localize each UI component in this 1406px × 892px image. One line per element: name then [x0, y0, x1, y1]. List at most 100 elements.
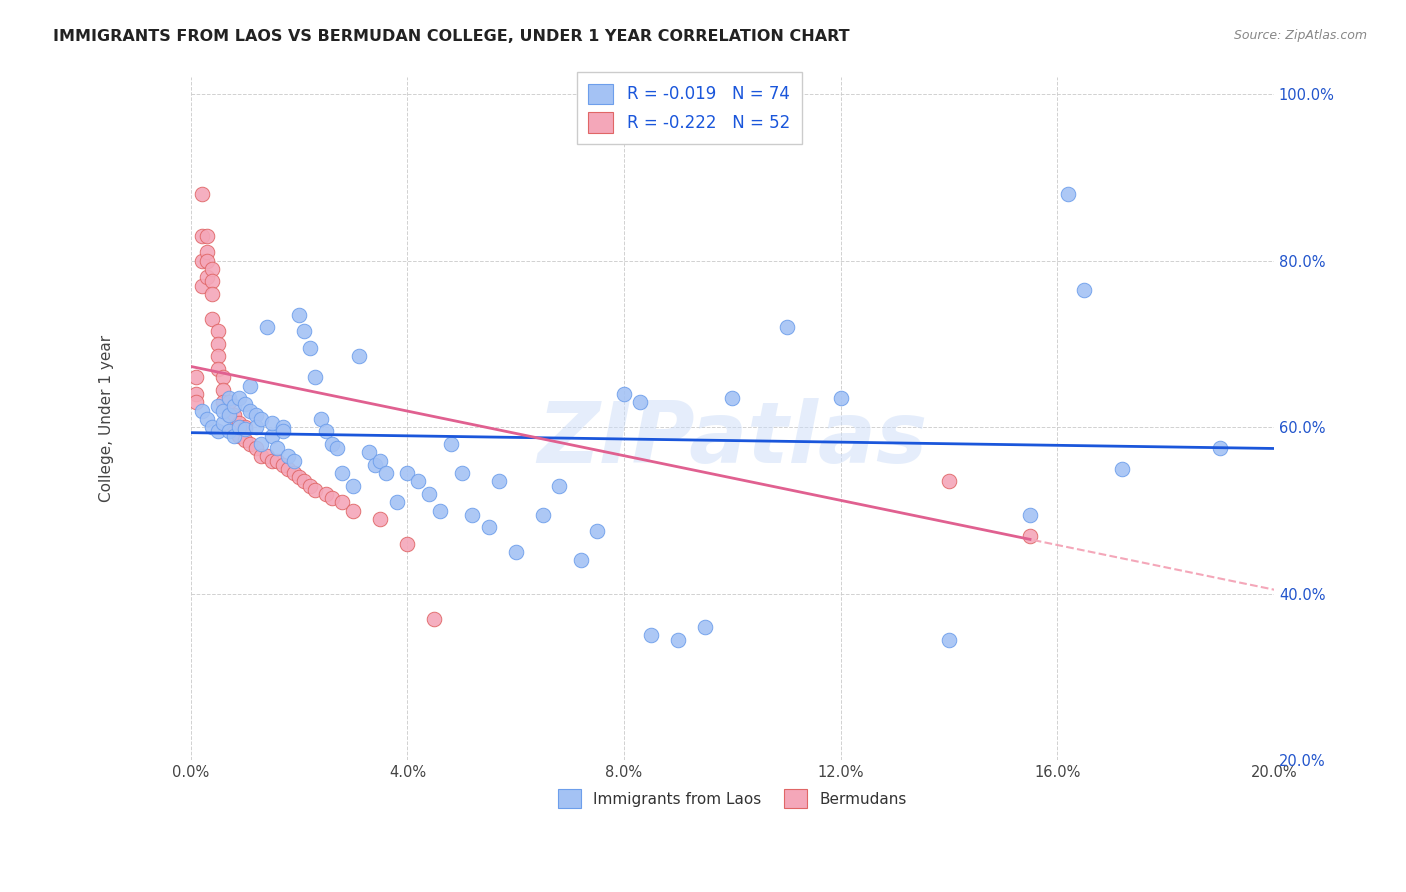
Point: [201, 262, 224, 277]
Point: [294, 325, 316, 339]
Point: [233, 397, 256, 411]
Point: [277, 462, 299, 476]
Text: Source: ZipAtlas.com: Source: ZipAtlas.com: [1233, 29, 1367, 42]
Point: [342, 478, 364, 492]
Point: [418, 487, 440, 501]
Point: [195, 253, 218, 268]
Point: [1111, 462, 1133, 476]
Point: [245, 420, 267, 434]
Point: [429, 503, 451, 517]
Point: [531, 508, 554, 522]
Point: [321, 491, 343, 505]
Point: [347, 350, 370, 364]
Point: [212, 416, 235, 430]
Point: [1019, 528, 1042, 542]
Point: [218, 395, 240, 409]
Point: [938, 475, 960, 489]
Point: [218, 425, 240, 439]
Point: [342, 503, 364, 517]
Point: [228, 420, 250, 434]
Point: [271, 425, 294, 439]
Point: [212, 403, 235, 417]
Point: [201, 287, 224, 301]
Point: [315, 487, 337, 501]
Point: [260, 428, 283, 442]
Point: [396, 537, 419, 551]
Point: [195, 412, 218, 426]
Point: [288, 308, 311, 322]
Point: [488, 475, 510, 489]
Point: [283, 466, 305, 480]
Point: [775, 320, 797, 334]
Point: [239, 437, 262, 451]
Point: [364, 458, 387, 472]
Point: [222, 408, 245, 422]
Point: [260, 453, 283, 467]
Point: [190, 228, 212, 243]
Point: [309, 412, 332, 426]
Point: [315, 425, 337, 439]
Point: [695, 620, 717, 634]
Point: [461, 508, 484, 522]
Point: [450, 466, 472, 480]
Point: [186, 395, 208, 409]
Point: [207, 325, 229, 339]
Point: [586, 524, 609, 539]
Point: [233, 433, 256, 447]
Point: [245, 441, 267, 455]
Point: [666, 632, 689, 647]
Point: [207, 350, 229, 364]
Point: [222, 428, 245, 442]
Point: [359, 445, 381, 459]
Point: [201, 275, 224, 289]
Point: [298, 341, 321, 355]
Point: [640, 628, 662, 642]
Point: [245, 408, 267, 422]
Y-axis label: College, Under 1 year: College, Under 1 year: [100, 335, 114, 502]
Point: [938, 632, 960, 647]
Point: [283, 453, 305, 467]
Point: [1019, 508, 1042, 522]
Point: [548, 478, 571, 492]
Point: [569, 553, 592, 567]
Point: [222, 400, 245, 414]
Point: [332, 495, 354, 509]
Point: [385, 495, 408, 509]
Point: [830, 391, 852, 405]
Point: [250, 412, 273, 426]
Point: [207, 400, 229, 414]
Point: [190, 253, 212, 268]
Point: [396, 466, 419, 480]
Point: [304, 370, 326, 384]
Point: [440, 437, 463, 451]
Point: [478, 520, 501, 534]
Point: [1073, 283, 1095, 297]
Point: [250, 437, 273, 451]
Point: [294, 475, 316, 489]
Point: [207, 337, 229, 351]
Point: [195, 245, 218, 260]
Point: [239, 378, 262, 392]
Point: [186, 387, 208, 401]
Point: [628, 395, 651, 409]
Point: [207, 425, 229, 439]
Point: [190, 278, 212, 293]
Point: [1057, 187, 1080, 202]
Point: [186, 370, 208, 384]
Point: [304, 483, 326, 497]
Point: [190, 187, 212, 202]
Point: [228, 416, 250, 430]
Point: [228, 428, 250, 442]
Point: [256, 320, 278, 334]
Point: [1209, 441, 1232, 455]
Point: [207, 362, 229, 376]
Point: [260, 416, 283, 430]
Point: [218, 408, 240, 422]
Point: [256, 450, 278, 464]
Point: [277, 450, 299, 464]
Point: [218, 408, 240, 422]
Legend: Immigrants from Laos, Bermudans: Immigrants from Laos, Bermudans: [553, 783, 912, 814]
Point: [218, 391, 240, 405]
Point: [239, 403, 262, 417]
Point: [190, 403, 212, 417]
